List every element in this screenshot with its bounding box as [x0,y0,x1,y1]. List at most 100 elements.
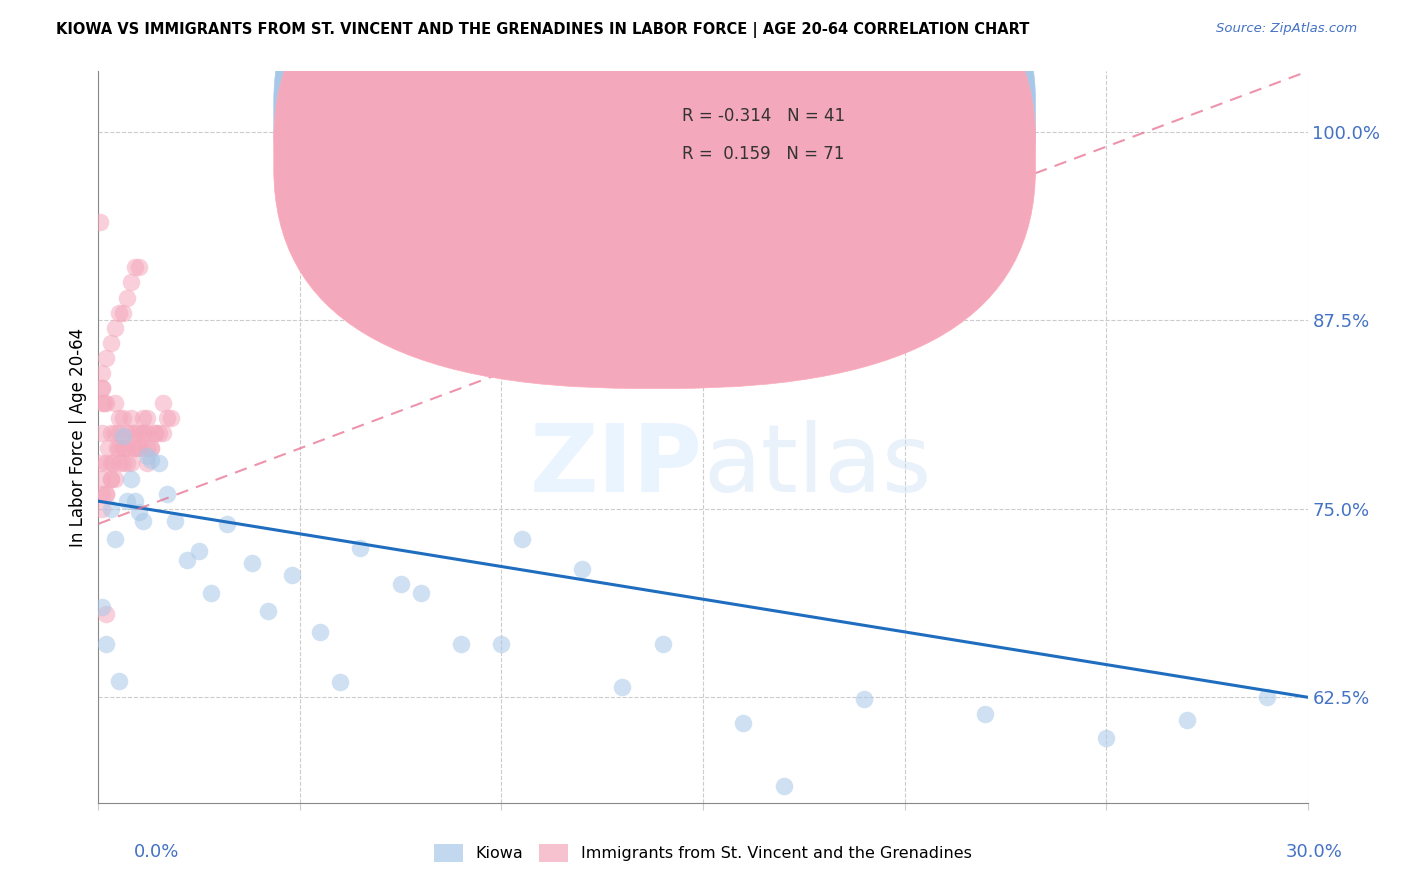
Point [107,426,129,441]
Point [120,426,142,441]
Y-axis label: In Labor Force | Age 20-64: In Labor Force | Age 20-64 [69,327,87,547]
Point [281,568,304,582]
Point [97,442,120,456]
Point [111,457,134,471]
Point [124,442,146,456]
Point [491,637,513,651]
Point [139,453,162,467]
Point [132,426,155,441]
Point [349,541,371,555]
Point [135,449,157,463]
Point [91,486,114,500]
Point [91,381,114,395]
Point [160,411,183,425]
Point [120,411,142,425]
Point [120,471,142,485]
Point [152,426,174,441]
Point [733,715,755,730]
Point [148,457,170,471]
Point [100,471,122,485]
Point [1095,731,1118,745]
Point [124,260,146,275]
Point [96,351,118,365]
Point [96,486,118,500]
Point [103,320,125,334]
Point [91,396,114,410]
Point [135,457,157,471]
Point [96,396,118,410]
Point [128,426,150,441]
Point [107,442,129,456]
Point [96,486,118,500]
Point [139,442,162,456]
Point [120,457,142,471]
Point [132,514,155,528]
Point [111,442,134,456]
Point [115,426,138,441]
Point [107,673,129,688]
Point [571,562,593,576]
Point [105,442,128,456]
Point [200,586,222,600]
Point [1256,690,1278,705]
Point [389,577,412,591]
Point [217,516,239,531]
Point [450,637,472,651]
Point [853,691,876,706]
Point [96,637,118,651]
Point [100,426,122,441]
Point [128,442,150,456]
Point [163,514,186,528]
Point [135,411,157,425]
Point [329,675,352,690]
Point [176,553,198,567]
Point [132,426,155,441]
FancyBboxPatch shape [274,0,1035,351]
Point [103,532,125,546]
Point [111,429,134,443]
Point [91,366,114,380]
Point [309,625,332,640]
Point [107,306,129,320]
Text: ZIP: ZIP [530,420,703,512]
Point [115,442,138,456]
Point [96,457,118,471]
Point [93,396,115,410]
Text: 0.0%: 0.0% [134,843,179,861]
Point [100,471,122,485]
Text: atlas: atlas [703,420,931,512]
Point [91,426,114,441]
Point [91,471,114,485]
Point [124,426,146,441]
Point [96,607,118,622]
Point [152,396,174,410]
Point [651,637,673,651]
Point [120,276,142,290]
Point [107,411,129,425]
Text: KIOWA VS IMMIGRANTS FROM ST. VINCENT AND THE GRENADINES IN LABOR FORCE | AGE 20-: KIOWA VS IMMIGRANTS FROM ST. VINCENT AND… [56,22,1029,38]
Point [124,494,146,508]
Legend: Kiowa, Immigrants from St. Vincent and the Grenadines: Kiowa, Immigrants from St. Vincent and t… [427,838,979,868]
Point [115,291,138,305]
Point [124,442,146,456]
Point [115,494,138,508]
Point [128,260,150,275]
Point [91,501,114,516]
Point [409,586,432,600]
Point [89,457,111,471]
Point [100,501,122,516]
Point [143,426,166,441]
Point [89,215,111,229]
Point [135,442,157,456]
Point [139,442,162,456]
Point [156,411,179,425]
Point [156,486,179,500]
Point [103,396,125,410]
Text: R = -0.314   N = 41: R = -0.314 N = 41 [682,107,845,125]
Point [103,426,125,441]
Point [772,779,794,793]
Point [240,556,263,570]
Point [148,426,170,441]
Point [91,381,114,395]
Point [188,544,211,558]
